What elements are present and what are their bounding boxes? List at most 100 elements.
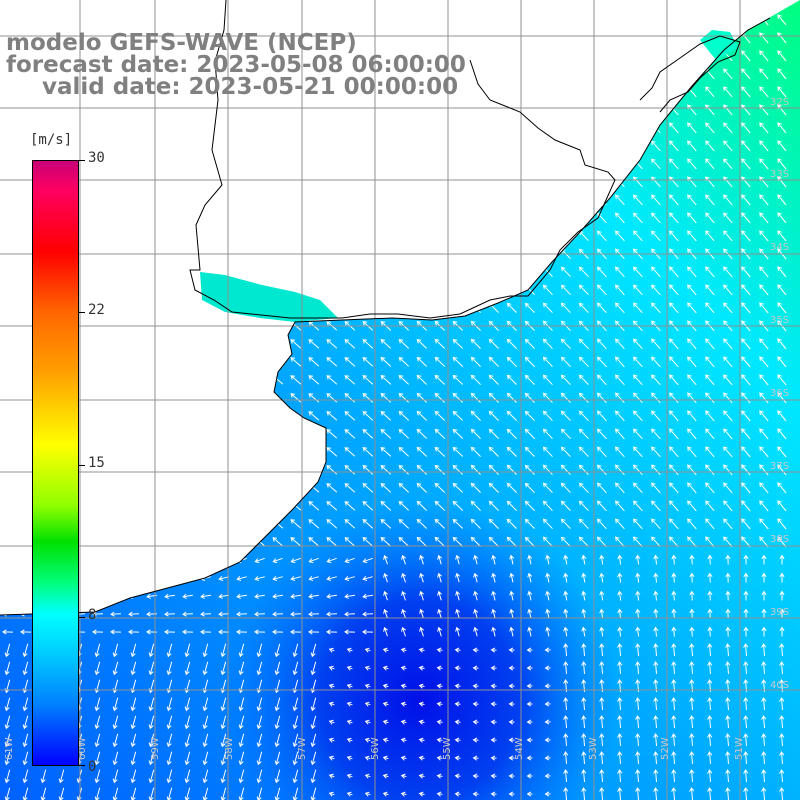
wind-arrow [689, 554, 695, 565]
wind-arrow [362, 557, 373, 564]
wind-arrow [2, 629, 14, 635]
wind-arrow [687, 266, 697, 278]
wind-arrow [632, 464, 643, 476]
wind-arrow [130, 643, 137, 658]
wind-arrow [437, 572, 443, 583]
wind-arrow [94, 733, 101, 748]
wind-arrow [254, 557, 265, 564]
wind-arrow [527, 554, 533, 565]
wind-arrow [22, 715, 29, 730]
wind-arrow [596, 446, 607, 458]
wind-arrow [651, 500, 661, 512]
wind-arrow [220, 769, 227, 784]
wind-arrow [669, 158, 679, 170]
wind-arrow [362, 482, 374, 493]
wind-arrow [545, 554, 551, 565]
wind-arrow [436, 683, 443, 689]
wind-arrow [578, 500, 589, 512]
wind-arrow [632, 356, 643, 368]
wind-arrow [632, 446, 643, 458]
wind-arrow [705, 536, 715, 548]
wind-arrow [653, 733, 659, 747]
wind-arrow [689, 626, 695, 637]
wind-arrow [130, 661, 137, 676]
wind-arrow [254, 575, 265, 581]
wind-arrow [506, 482, 517, 493]
wind-arrow [148, 661, 155, 676]
wind-arrow [669, 140, 679, 152]
wind-arrow [344, 575, 355, 581]
wind-arrow [671, 608, 677, 619]
wind-arrow [578, 356, 589, 368]
wind-arrow [689, 751, 695, 765]
colorbar-tick [79, 312, 85, 313]
wind-arrow [743, 697, 749, 711]
latitude-label: 34S [770, 242, 789, 253]
wind-arrow [725, 590, 731, 601]
wind-arrow [671, 697, 677, 711]
wind-arrow [4, 769, 11, 784]
wind-arrow [723, 68, 733, 80]
wind-arrow [346, 665, 353, 671]
wind-arrow [669, 266, 679, 278]
wind-arrow [380, 536, 392, 547]
wind-arrow [274, 643, 281, 658]
wind-arrow [651, 230, 661, 242]
wind-arrow [526, 683, 533, 689]
wind-arrow [22, 733, 29, 748]
wind-arrow [400, 647, 407, 653]
wind-arrow [452, 446, 464, 457]
wind-arrow [563, 697, 569, 711]
wind-arrow [725, 769, 731, 783]
wind-arrow [506, 500, 517, 511]
wind-arrow [614, 338, 625, 350]
wind-arrow [759, 266, 769, 278]
wind-arrow [362, 536, 374, 547]
wind-arrow [542, 446, 553, 458]
wind-arrow [526, 773, 533, 779]
latitude-label: 39S [770, 607, 789, 618]
wind-arrow [344, 411, 356, 421]
wind-arrow [581, 769, 587, 783]
wind-arrow [130, 733, 137, 748]
wind-arrow [164, 611, 176, 617]
wind-arrow [777, 266, 787, 278]
wind-arrow [434, 428, 446, 439]
wind-arrow [632, 392, 643, 404]
wind-arrow [509, 554, 515, 565]
wind-arrow [362, 356, 374, 367]
wind-arrow [362, 410, 374, 421]
wind-arrow [274, 769, 281, 784]
wind-arrow [725, 733, 731, 747]
wind-arrow [596, 266, 607, 278]
wind-arrow [544, 791, 551, 797]
wind-arrow [560, 338, 571, 350]
wind-arrow [506, 392, 517, 403]
wind-arrow [308, 375, 320, 385]
wind-arrow [94, 715, 101, 730]
wind-arrow [651, 446, 661, 458]
wind-arrow [651, 518, 661, 530]
wind-arrow [560, 284, 571, 296]
wind-arrow [653, 751, 659, 765]
wind-arrow [635, 554, 641, 565]
wind-arrow [328, 791, 335, 797]
wind-arrow [382, 701, 389, 707]
wind-arrow [272, 629, 284, 635]
coastline [0, 0, 771, 616]
wind-arrow [308, 575, 319, 581]
wind-arrow [526, 737, 533, 743]
wind-arrow [723, 392, 733, 404]
wind-arrow [761, 608, 767, 619]
wind-arrow [473, 590, 479, 601]
wind-arrow [128, 629, 140, 635]
wind-arrow [761, 572, 767, 583]
wind-arrow [416, 374, 428, 385]
wind-arrow [470, 374, 481, 385]
wind-arrow [563, 590, 569, 601]
wind-arrow [779, 608, 785, 619]
wind-arrow [545, 590, 551, 601]
wind-arrow [545, 626, 551, 637]
wind-arrow [22, 787, 29, 800]
wind-arrow [272, 611, 284, 617]
